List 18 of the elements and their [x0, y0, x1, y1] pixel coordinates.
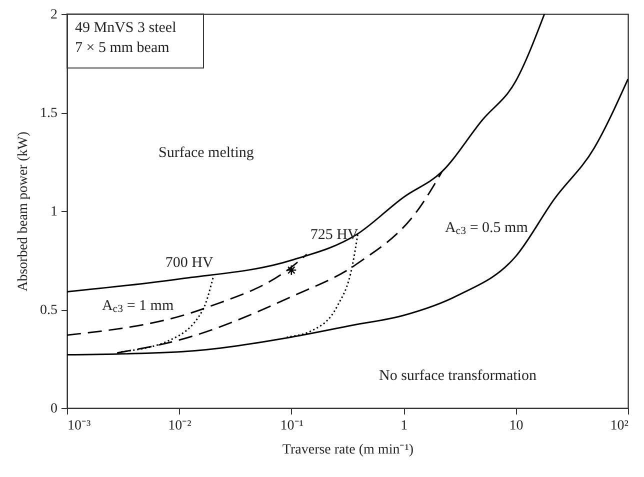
- y-tick-label: 1.5: [40, 106, 58, 121]
- annotation: 700 HV: [165, 255, 214, 271]
- y-tick-label: 0: [50, 402, 58, 416]
- x-tick-label: 1: [400, 418, 408, 434]
- y-tick-label: 2: [50, 8, 58, 22]
- x-tick-label: 10⁻²: [168, 418, 192, 434]
- annotation: 49 MnVS 3 steel 7 × 5 mm beam: [75, 20, 176, 56]
- y-axis-title: Absorbed beam power (kW): [16, 131, 31, 292]
- x-tick-label: 10²: [610, 418, 628, 434]
- y-tick-label: 1: [50, 204, 58, 220]
- x-tick-label: 10⁻¹: [280, 418, 304, 434]
- x-axis-title: Traverse rate (m min⁻¹): [282, 442, 414, 458]
- x-tick-label: 10: [509, 418, 524, 434]
- x-tick-label: 10⁻³: [68, 418, 91, 434]
- annotation: 725 HV: [310, 227, 358, 243]
- y-tick-label: 0.5: [40, 303, 58, 318]
- annotation: No surface transformation: [379, 368, 537, 384]
- annotation: Surface melting: [158, 145, 254, 161]
